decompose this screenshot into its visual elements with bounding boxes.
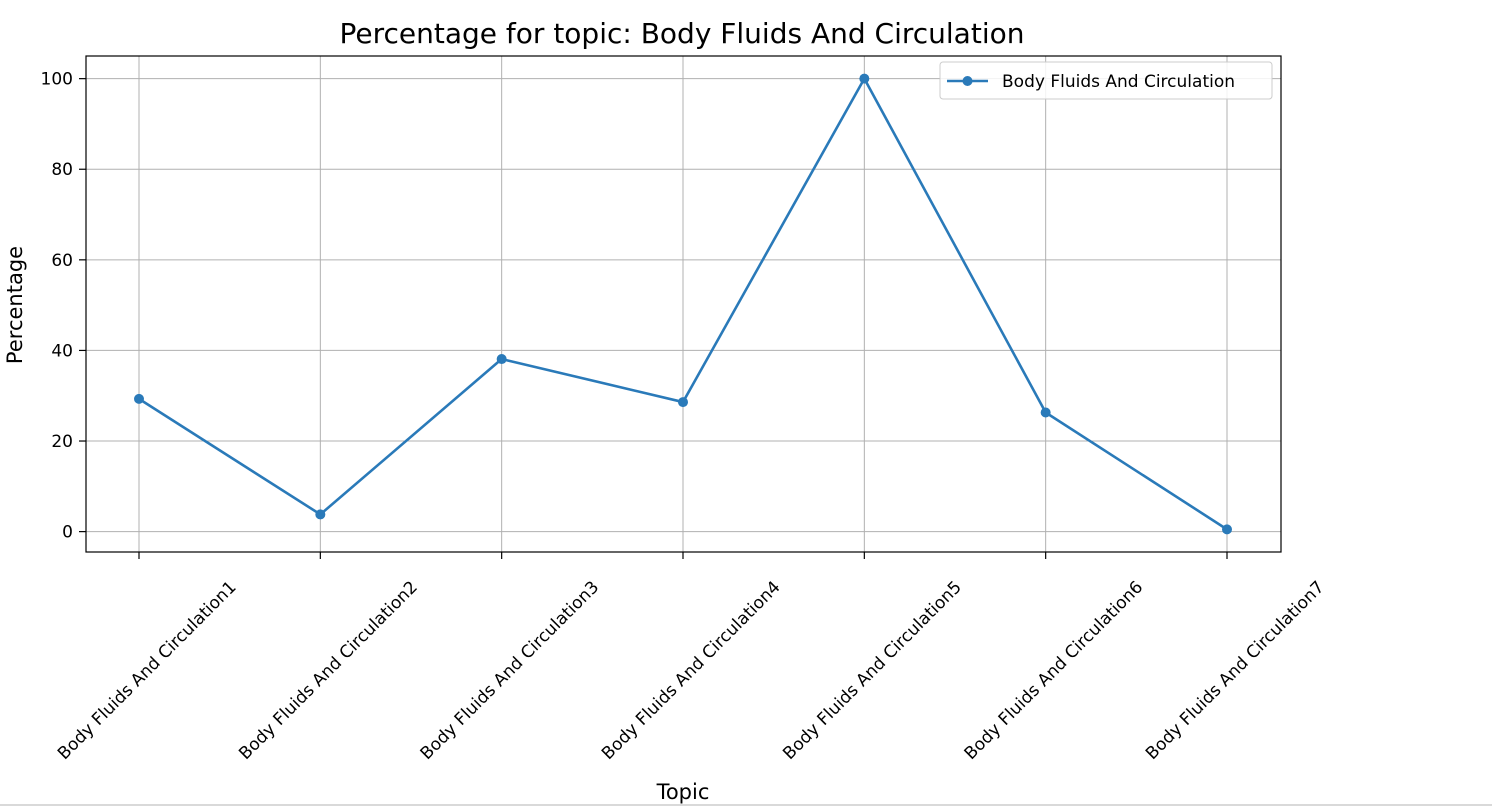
data-point	[1222, 524, 1232, 535]
data-point	[678, 397, 688, 408]
data-point	[1040, 407, 1051, 418]
legend: Body Fluids And Circulation	[939, 61, 1273, 100]
data-series	[134, 73, 1232, 535]
y-tick-label: 20	[51, 432, 73, 452]
y-tick-label: 80	[51, 160, 73, 180]
data-point	[315, 509, 326, 520]
legend-marker-sample	[962, 76, 973, 86]
y-axis-ticks: 0 20 40 60 80 100	[41, 70, 86, 543]
data-point	[496, 354, 507, 365]
chart-title: Percentage for topic: Body Fluids And Ci…	[340, 17, 1025, 50]
y-tick-label: 60	[51, 251, 73, 271]
y-tick-label: 0	[62, 523, 73, 543]
y-tick-label: 40	[51, 341, 73, 361]
data-point	[859, 73, 870, 84]
legend-entry-label: Body Fluids And Circulation	[1002, 72, 1235, 92]
x-axis-label: Topic	[656, 780, 710, 804]
y-axis-label: Percentage	[3, 246, 27, 364]
bottom-divider	[0, 804, 1492, 806]
y-tick-label: 100	[41, 70, 73, 90]
data-point	[134, 393, 144, 404]
legend-box	[939, 61, 1273, 100]
